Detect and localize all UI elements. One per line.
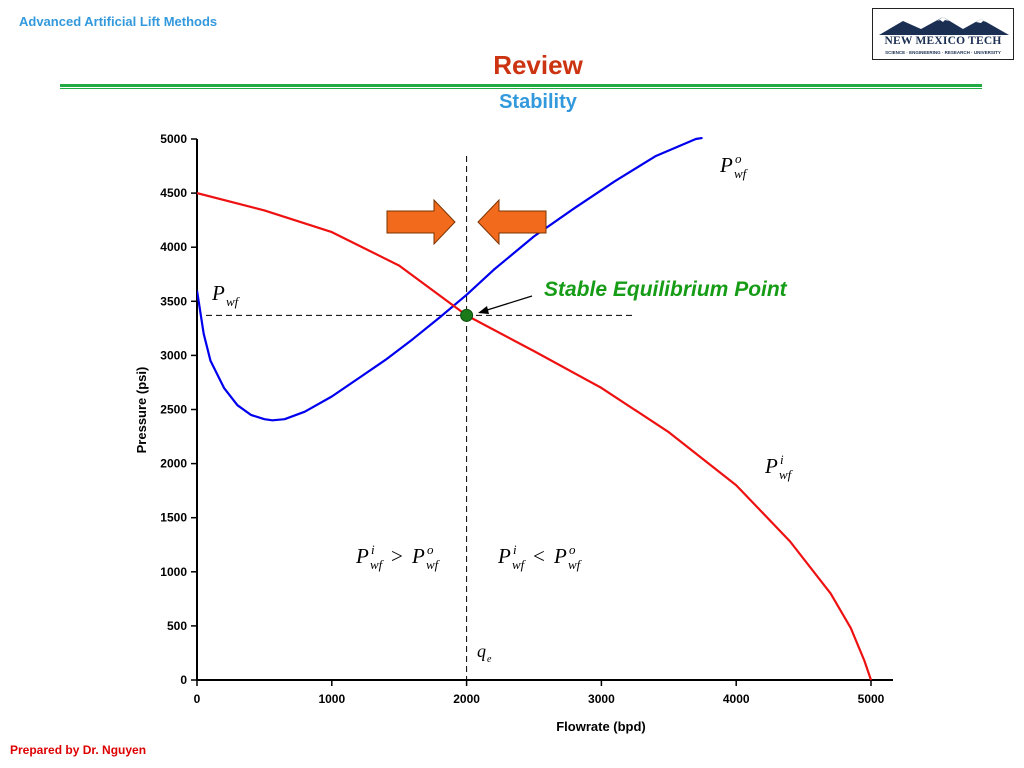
right-region-inequality-lhs-sub: wf — [512, 557, 527, 572]
mountain-logo-icon — [879, 17, 1009, 35]
left-arrow-icon — [477, 198, 547, 246]
right-region-inequality-rhs-sup: o — [569, 542, 576, 557]
equilibrium-label: Stable Equilibrium Point — [544, 278, 788, 301]
y-tick-label: 500 — [167, 619, 187, 633]
x-tick-label: 5000 — [858, 692, 885, 706]
slide-subtitle: Stability — [499, 91, 577, 113]
right-region-inequality-rhs-sub: wf — [568, 557, 583, 572]
x-tick-label: 1000 — [318, 692, 345, 706]
y-tick-label: 2000 — [160, 457, 187, 471]
university-logo: NEW MEXICO TECH SCIENCE · ENGINEERING · … — [872, 8, 1014, 60]
y-tick-label: 3500 — [160, 294, 187, 308]
inflow-curve-label-sub: wf — [779, 467, 794, 482]
inflow-curve-label-sup: i — [780, 452, 784, 467]
outflow-curve — [197, 137, 703, 422]
left-region-inequality-lhs-sub: wf — [370, 557, 385, 572]
outflow-curve-label-sup: o — [735, 151, 742, 166]
right-region-inequality-lhs: P — [497, 544, 511, 568]
inflow-curve — [197, 192, 873, 681]
y-tick-label: 5000 — [160, 132, 187, 146]
qe-label-sub: e — [487, 654, 492, 665]
y-tick-label: 2500 — [160, 403, 187, 417]
inflow-curve-label-base: P — [764, 454, 778, 478]
pwf-label-sub: wf — [226, 294, 241, 309]
right-region-inequality-op: < — [533, 544, 545, 568]
left-region-inequality-lhs-sup: i — [371, 542, 375, 557]
outflow-curve-label-sub: wf — [734, 166, 749, 181]
left-region-inequality-rhs-sup: o — [427, 542, 434, 557]
title-divider — [60, 84, 982, 87]
course-title: Advanced Artificial Lift Methods — [19, 14, 218, 29]
left-region-inequality-rhs: P — [411, 544, 425, 568]
slide-title: Review — [493, 50, 583, 80]
y-tick-label: 1500 — [160, 511, 187, 525]
x-axis-title: Flowrate (bpd) — [556, 719, 646, 734]
footer-author: Prepared by Dr. Nguyen — [10, 743, 147, 757]
qe-label-base: q — [477, 641, 486, 661]
y-tick-label: 3000 — [160, 348, 187, 362]
y-tick-label: 1000 — [160, 565, 187, 579]
right-region-inequality-lhs-sup: i — [513, 542, 517, 557]
outflow-curve-label-base: P — [719, 153, 733, 177]
x-tick-label: 2000 — [453, 692, 480, 706]
equilibrium-point — [460, 308, 474, 322]
left-region-inequality-rhs-sub: wf — [426, 557, 441, 572]
left-region-inequality-lhs: P — [355, 544, 369, 568]
x-tick-label: 0 — [194, 692, 201, 706]
x-tick-label: 4000 — [723, 692, 750, 706]
logo-name: NEW MEXICO TECH — [884, 35, 1002, 47]
y-tick-label: 4500 — [160, 186, 187, 200]
pwf-label-base: P — [211, 281, 225, 305]
left-region-inequality-op: > — [391, 544, 403, 568]
pointer-arrowhead-icon — [478, 306, 489, 314]
title-divider-thin — [60, 88, 982, 89]
logo-tagline: SCIENCE · ENGINEERING · RESEARCH · UNIVE… — [885, 50, 1001, 55]
right-region-inequality-rhs: P — [553, 544, 567, 568]
y-axis-title: Pressure (psi) — [134, 367, 149, 454]
y-tick-label: 4000 — [160, 240, 187, 254]
x-tick-label: 3000 — [588, 692, 615, 706]
y-tick-label: 0 — [180, 673, 187, 687]
equilibrium-pointer — [483, 295, 533, 312]
right-arrow-icon — [386, 198, 456, 246]
